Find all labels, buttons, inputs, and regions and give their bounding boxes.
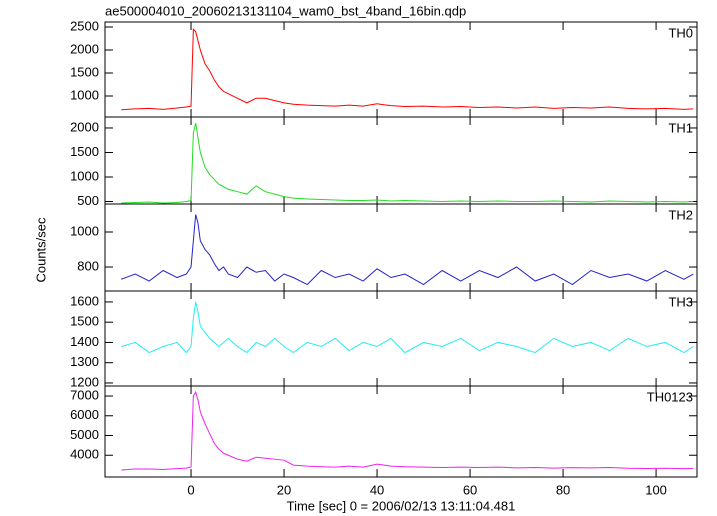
legend-label: TH0123 bbox=[647, 389, 693, 404]
y-tick-label: 800 bbox=[77, 258, 99, 273]
x-tick-label: 100 bbox=[645, 482, 667, 497]
y-tick-label: 1000 bbox=[70, 168, 99, 183]
panel-frame bbox=[104, 21, 698, 118]
x-tick-label: 60 bbox=[463, 482, 477, 497]
light-curve bbox=[121, 28, 694, 111]
panel-frame bbox=[104, 290, 698, 387]
y-tick-label: 1500 bbox=[70, 314, 99, 329]
y-tick-label: 1500 bbox=[70, 64, 99, 79]
y-tick-label: 1000 bbox=[70, 87, 99, 102]
panel-frame bbox=[104, 385, 698, 478]
y-tick-label: 1600 bbox=[70, 293, 99, 308]
y-tick-label: 500 bbox=[77, 193, 99, 208]
legend-label: TH2 bbox=[668, 207, 693, 222]
y-tick-label: 7000 bbox=[70, 387, 99, 402]
y-tick-label: 2500 bbox=[70, 18, 99, 33]
y-tick-label: 6000 bbox=[70, 407, 99, 422]
y-tick-label: 2000 bbox=[70, 41, 99, 56]
y-tick-label: 1300 bbox=[70, 354, 99, 369]
y-tick-label: 1400 bbox=[70, 334, 99, 349]
light-curve bbox=[121, 301, 694, 354]
legend-label: TH0 bbox=[668, 25, 693, 40]
x-axis-label: Time [sec] 0 = 2006/02/13 13:11:04.481 bbox=[287, 498, 516, 513]
light-curve bbox=[121, 122, 694, 204]
x-tick-label: 80 bbox=[556, 482, 570, 497]
panel-frame bbox=[104, 203, 698, 292]
y-axis-label: Counts/sec bbox=[33, 217, 48, 283]
x-tick-label: 40 bbox=[370, 482, 384, 497]
chart-title: ae500004010_20060213131104_wam0_bst_4ban… bbox=[105, 3, 466, 18]
y-tick-label: 1500 bbox=[70, 144, 99, 159]
y-tick-label: 5000 bbox=[70, 427, 99, 442]
y-tick-label: 1000 bbox=[70, 223, 99, 238]
y-tick-label: 2000 bbox=[70, 119, 99, 134]
legend-label: TH3 bbox=[668, 294, 693, 309]
light-curve bbox=[121, 214, 694, 286]
light-curve bbox=[121, 390, 694, 471]
legend-label: TH1 bbox=[668, 120, 693, 135]
x-tick-label: 20 bbox=[277, 482, 291, 497]
x-tick-label: 0 bbox=[187, 482, 194, 497]
y-tick-label: 4000 bbox=[70, 447, 99, 462]
y-tick-label: 1200 bbox=[70, 374, 99, 389]
